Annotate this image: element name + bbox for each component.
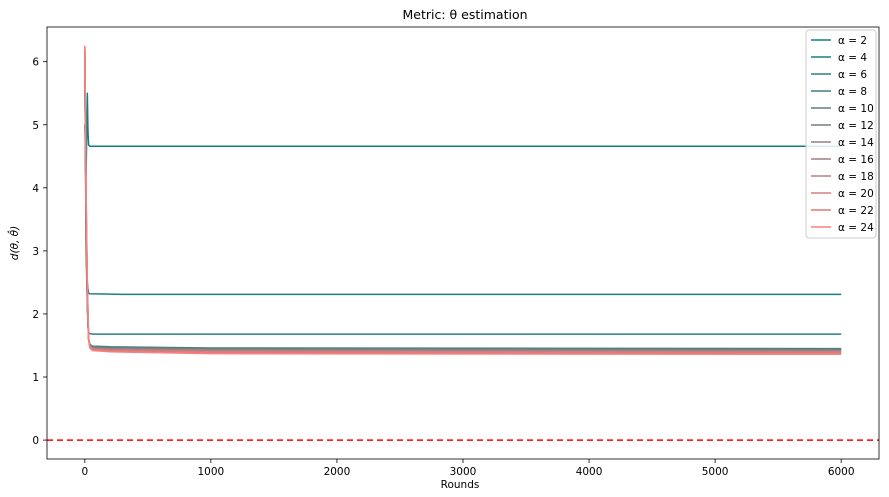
legend-label: α = 20 bbox=[838, 188, 874, 200]
x-axis-ticks: 0 1000 2000 3000 4000 5000 6000 bbox=[81, 459, 855, 478]
legend-label: α = 2 bbox=[838, 35, 867, 47]
y-tick-label: 1 bbox=[32, 372, 39, 384]
axes-frame bbox=[47, 27, 879, 459]
legend-label: α = 22 bbox=[838, 205, 874, 217]
x-tick-label: 5000 bbox=[702, 466, 729, 478]
y-tick-label: 0 bbox=[32, 435, 39, 447]
legend-label: α = 24 bbox=[838, 222, 874, 234]
x-tick-label: 1000 bbox=[198, 466, 225, 478]
legend-label: α = 6 bbox=[838, 69, 867, 81]
series-line-11 bbox=[84, 45, 842, 356]
plot-area bbox=[46, 26, 880, 460]
legend-label: α = 4 bbox=[838, 52, 867, 64]
x-tick-label: 0 bbox=[81, 466, 88, 478]
y-axis-label: d(θ, θ̂) bbox=[7, 226, 21, 260]
x-tick-label: 4000 bbox=[576, 466, 603, 478]
y-axis-ticks: 0 1 2 3 4 5 6 bbox=[32, 57, 47, 447]
x-tick-label: 6000 bbox=[828, 466, 855, 478]
legend-label: α = 10 bbox=[838, 103, 874, 115]
x-tick-label: 3000 bbox=[450, 466, 477, 478]
legend: α = 2 α = 4 α = 6 α = 8 α = 10 α = 12 α = 14 α … bbox=[805, 29, 877, 239]
x-tick-label: 2000 bbox=[324, 466, 351, 478]
legend-label: α = 18 bbox=[838, 171, 874, 183]
x-axis-label: Rounds bbox=[441, 479, 480, 491]
y-tick-label: 6 bbox=[32, 57, 39, 69]
legend-label: α = 16 bbox=[838, 154, 874, 166]
series-layer bbox=[84, 45, 842, 356]
y-tick-label: 2 bbox=[32, 309, 39, 321]
legend-box bbox=[805, 29, 877, 239]
legend-label: α = 14 bbox=[838, 137, 874, 149]
legend-label: α = 8 bbox=[838, 86, 867, 98]
y-tick-label: 5 bbox=[32, 120, 39, 132]
y-tick-label: 3 bbox=[32, 246, 39, 258]
y-tick-label: 4 bbox=[32, 183, 39, 195]
chart-title: Metric: θ estimation bbox=[402, 7, 527, 22]
legend-label: α = 12 bbox=[838, 120, 874, 132]
